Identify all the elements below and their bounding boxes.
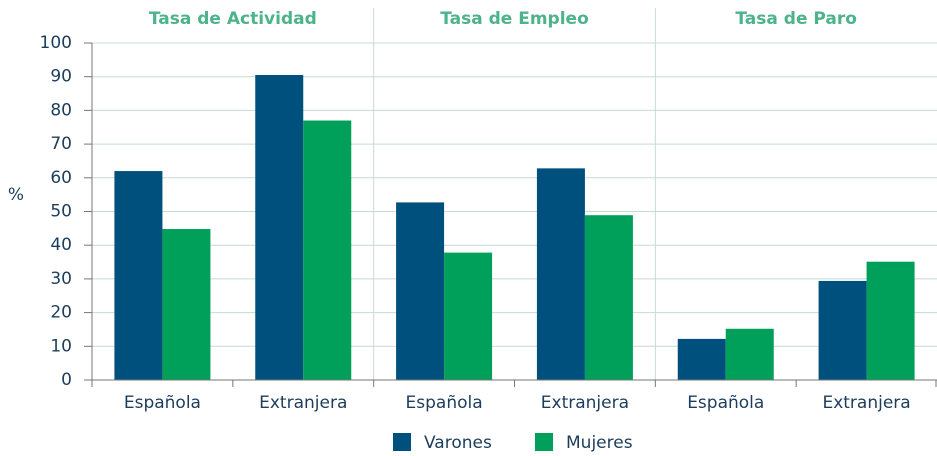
bar bbox=[725, 328, 774, 380]
x-tick-label: Extranjera bbox=[822, 393, 910, 413]
y-tick-label: 50 bbox=[50, 202, 72, 222]
y-tick-label: 30 bbox=[50, 269, 72, 289]
y-tick-label: 0 bbox=[61, 370, 72, 390]
bar bbox=[162, 229, 211, 380]
bar bbox=[255, 75, 304, 380]
bar bbox=[818, 280, 867, 380]
legend-swatch bbox=[535, 433, 553, 451]
y-tick-label: 80 bbox=[50, 100, 72, 120]
y-tick-label: 90 bbox=[50, 67, 72, 87]
y-tick-label: 60 bbox=[50, 168, 72, 188]
x-tick-label: Extranjera bbox=[541, 393, 629, 413]
x-tick-label: Española bbox=[406, 393, 483, 413]
group-title: Tasa de Actividad bbox=[149, 9, 317, 29]
x-tick-label: Española bbox=[124, 393, 201, 413]
bar bbox=[866, 261, 915, 380]
x-tick-label: Española bbox=[687, 393, 764, 413]
bar bbox=[584, 215, 633, 380]
group-title: Tasa de Empleo bbox=[440, 9, 589, 29]
y-tick-label: 10 bbox=[50, 336, 72, 356]
group-title: Tasa de Paro bbox=[735, 9, 857, 29]
y-tick-label: 70 bbox=[50, 134, 72, 154]
bar bbox=[444, 252, 493, 380]
legend-label: Varones bbox=[424, 433, 492, 453]
bar bbox=[303, 120, 352, 380]
y-axis-label: % bbox=[8, 185, 24, 205]
legend-label: Mujeres bbox=[566, 433, 633, 453]
bar bbox=[536, 168, 585, 380]
bar bbox=[114, 171, 163, 380]
bar bbox=[677, 338, 726, 380]
bar bbox=[396, 202, 445, 380]
y-tick-label: 100 bbox=[40, 33, 72, 53]
y-tick-label: 20 bbox=[50, 303, 72, 323]
legend-swatch bbox=[393, 433, 411, 451]
x-tick-label: Extranjera bbox=[259, 393, 347, 413]
y-tick-label: 40 bbox=[50, 235, 72, 255]
